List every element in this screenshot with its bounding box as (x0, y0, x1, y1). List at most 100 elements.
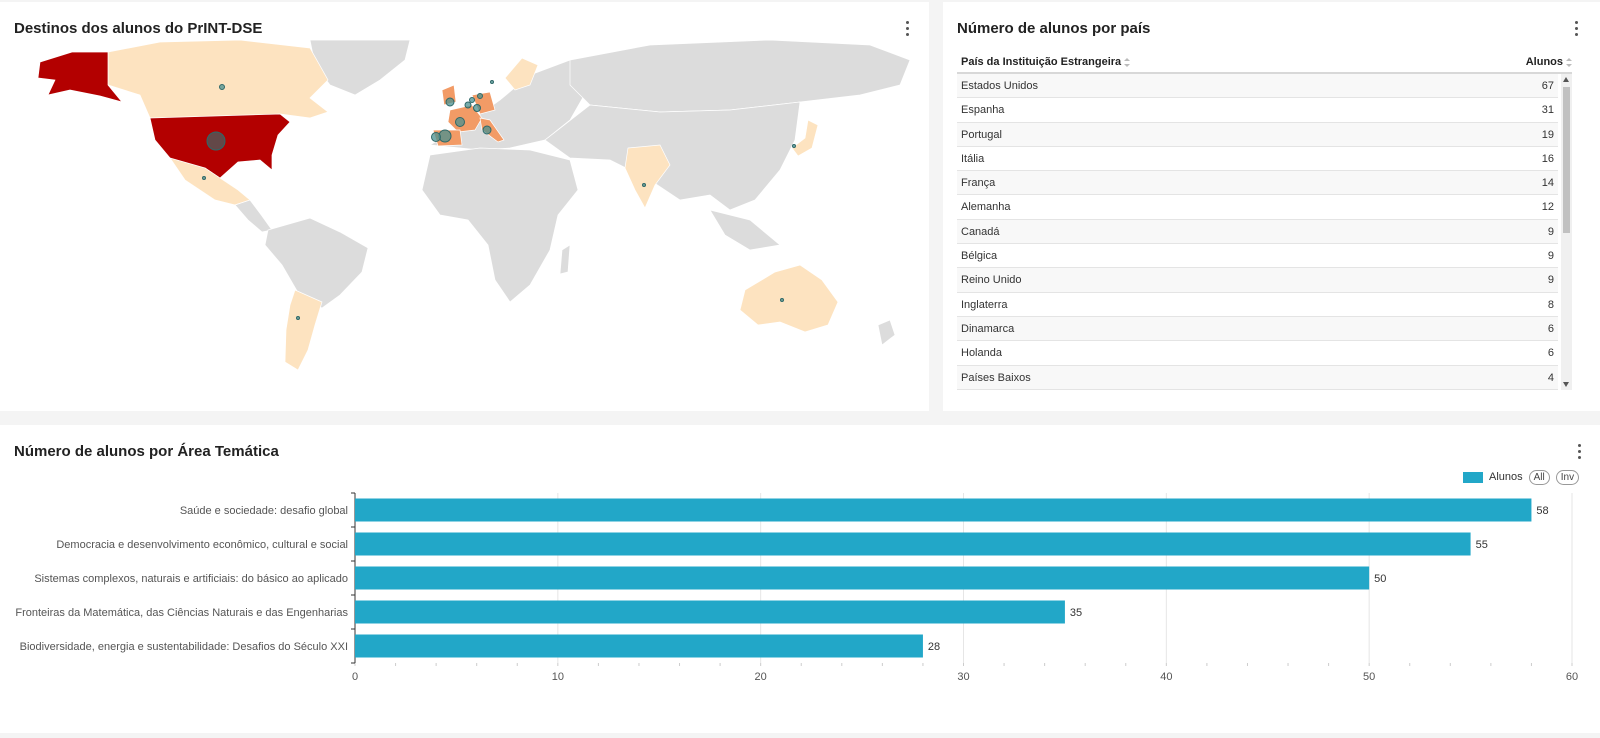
map-bubble-usa[interactable] (206, 131, 226, 151)
cell-students: 14 (1541, 177, 1554, 190)
sort-icon[interactable] (1124, 57, 1131, 67)
map-bubble-sweden[interactable] (490, 80, 494, 84)
cell-students: 67 (1541, 80, 1554, 92)
legend-label[interactable]: Alunos (1489, 471, 1523, 483)
legend-invert-button[interactable]: Inv (1555, 469, 1580, 485)
bar-chart: Saúde e sociedade: desafio global 58 Democ… (15, 492, 1578, 683)
table-row[interactable]: Países Baixos 4 (957, 365, 1558, 390)
cell-country: Portugal (961, 128, 1002, 141)
chart-legend: Alunos All Inv (1463, 469, 1580, 485)
map-bubble-japan[interactable] (792, 144, 796, 148)
bar-value-label: 55 (1476, 539, 1488, 551)
table-row[interactable]: Itália 16 (957, 147, 1558, 172)
map-country-india[interactable] (624, 144, 671, 209)
map-country-australia[interactable] (739, 264, 839, 333)
bar-value-label: 58 (1536, 505, 1548, 517)
column-header-students[interactable]: Alunos (1526, 56, 1572, 68)
x-tick-label: 50 (1363, 671, 1375, 683)
x-tick-label: 60 (1566, 671, 1578, 683)
map-bubble-mexico[interactable] (202, 176, 206, 180)
cell-country: Espanha (961, 104, 1005, 117)
bar-panel: Número de alunos por Área Temática Aluno… (0, 425, 1600, 733)
map-panel: Destinos dos alunos do PrINT-DSE (0, 2, 929, 411)
table-row[interactable]: Dinamarca 6 (957, 316, 1558, 342)
map-bubble-uk[interactable] (445, 97, 455, 107)
sort-icon[interactable] (1566, 57, 1572, 67)
cell-students: 16 (1541, 152, 1554, 165)
map-bubble-denmark[interactable] (477, 93, 483, 99)
scroll-up-icon[interactable] (1563, 77, 1569, 82)
map-bubble-italy[interactable] (482, 125, 492, 135)
bar[interactable] (355, 498, 1532, 522)
x-tick-label: 40 (1160, 671, 1172, 683)
y-tick-label: Sistemas complexos, naturais e artificia… (34, 573, 348, 585)
cell-students: 9 (1547, 250, 1554, 263)
bar[interactable] (355, 532, 1471, 556)
cell-country: Itália (961, 152, 985, 165)
y-tick-label: Fronteiras da Matemática, das Ciências N… (15, 607, 348, 619)
table-menu-icon[interactable] (1569, 18, 1583, 38)
scrollbar-thumb[interactable] (1563, 87, 1570, 233)
bar[interactable] (355, 600, 1065, 624)
map-country-japan[interactable] (791, 119, 819, 157)
bar[interactable] (355, 566, 1370, 590)
column-header-country[interactable]: País da Instituição Estrangeira (961, 56, 1131, 68)
cell-country: Alemanha (961, 201, 1011, 214)
map-bubble-argentina[interactable] (296, 316, 300, 320)
y-tick-label: Saúde e sociedade: desafio global (180, 505, 348, 517)
bar-menu-icon[interactable] (1572, 441, 1586, 461)
table-row[interactable]: Estados Unidos 67 (957, 74, 1558, 99)
map-country-argentina[interactable] (284, 289, 323, 371)
table-row[interactable]: Portugal 19 (957, 122, 1558, 147)
table-panel: Número de alunos por país País da Instit… (943, 2, 1600, 411)
table-row[interactable]: Reino Unido 9 (957, 268, 1558, 293)
map-country-usa-alaska[interactable] (37, 51, 123, 103)
map-bubble-france[interactable] (455, 117, 465, 127)
map-bubbles (202, 80, 796, 320)
map-bubble-belgium[interactable] (464, 101, 472, 109)
legend-swatch[interactable] (1463, 471, 1483, 483)
map-country-canada[interactable] (107, 40, 329, 119)
cell-students: 6 (1547, 347, 1554, 360)
cell-country: Estados Unidos (961, 80, 1039, 92)
map-bubble-germany[interactable] (473, 104, 481, 112)
table-row[interactable]: Bélgica 9 (957, 244, 1558, 269)
bar[interactable] (355, 634, 923, 658)
world-map[interactable] (10, 40, 910, 380)
map-bubble-australia[interactable] (780, 298, 784, 302)
map-land-russia (569, 40, 910, 113)
map-menu-icon[interactable] (900, 18, 914, 38)
y-tick-label: Democracia e desenvolvimento econômico, … (56, 539, 348, 551)
map-land-madagascar (559, 244, 571, 275)
map-bubble-india[interactable] (642, 183, 646, 187)
map-bubble-portugal[interactable] (431, 132, 441, 142)
map-land-africa (421, 147, 579, 303)
table-panel-title: Número de alunos por país (957, 20, 1151, 37)
scroll-down-icon[interactable] (1563, 382, 1569, 387)
table-row[interactable]: Holanda 6 (957, 341, 1558, 366)
cell-country: Países Baixos (961, 371, 1031, 384)
map-bubble-canada[interactable] (219, 84, 225, 90)
map-land-scandinavia (504, 57, 539, 91)
cell-country: Holanda (961, 347, 1002, 360)
map-bubble-netherlands[interactable] (469, 97, 475, 103)
table-row[interactable]: França 14 (957, 171, 1558, 196)
bar-value-label: 35 (1070, 607, 1082, 619)
cell-students: 8 (1547, 298, 1554, 311)
legend-all-button[interactable]: All (1528, 469, 1550, 485)
table-row[interactable]: Inglaterra 8 (957, 293, 1558, 317)
bar-value-label: 50 (1374, 573, 1386, 585)
map-land-asia (544, 101, 801, 211)
cell-students: 31 (1541, 104, 1554, 117)
map-land-new-zealand (877, 319, 896, 346)
cell-country: Dinamarca (961, 322, 1015, 335)
table-row[interactable]: Espanha 31 (957, 98, 1558, 123)
map-country-italy[interactable] (479, 117, 505, 143)
cell-country: Canadá (961, 225, 1000, 238)
cell-students: 12 (1541, 201, 1554, 214)
map-land-south-america (264, 217, 369, 309)
table-row[interactable]: Canadá 9 (957, 219, 1558, 245)
map-land-central-america (234, 199, 273, 233)
table-row[interactable]: Alemanha 12 (957, 195, 1558, 220)
table-scrollbar[interactable] (1561, 74, 1572, 390)
